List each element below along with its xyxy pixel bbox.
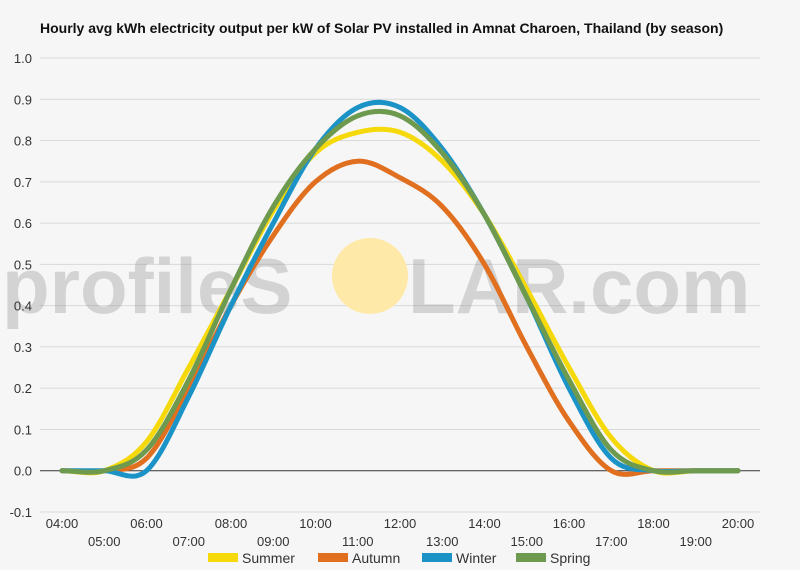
y-tick-label: 1.0 [14, 51, 32, 66]
x-tick-label: 16:00 [553, 516, 586, 531]
legend-swatch-winter [422, 553, 452, 562]
y-tick-label: 0.1 [14, 422, 32, 437]
watermark: profileS LAR.com [2, 238, 750, 330]
y-tick-label: 0.7 [14, 175, 32, 190]
x-tick-label: 15:00 [510, 534, 543, 549]
legend-label-spring: Spring [550, 550, 590, 566]
y-tick-label: 0.9 [14, 92, 32, 107]
x-tick-label: 19:00 [679, 534, 712, 549]
watermark-right-text: LAR.com [408, 242, 750, 330]
y-tick-label: 0.8 [14, 134, 32, 149]
series-line-summer [59, 126, 741, 476]
y-tick-label: 0.5 [14, 257, 32, 272]
y-axis-ticks: -0.1 0.0 0.1 0.2 0.3 0.4 0.5 0.6 0.7 0.8 0.9 1.0 [10, 51, 32, 520]
legend-label-autumn: Autumn [352, 550, 400, 566]
series-lines [59, 99, 741, 479]
series-line-spring [59, 108, 741, 475]
y-tick-label: 0.2 [14, 381, 32, 396]
x-tick-label: 12:00 [384, 516, 417, 531]
x-tick-label: 08:00 [215, 516, 248, 531]
x-tick-label: 05:00 [88, 534, 121, 549]
series-line-winter [59, 99, 741, 479]
chart-title: Hourly avg kWh electricity output per kW… [40, 20, 723, 36]
y-tick-label: -0.1 [10, 505, 32, 520]
legend-swatch-spring [516, 553, 546, 562]
series-line-autumn [59, 158, 741, 477]
legend-label-summer: Summer [242, 550, 295, 566]
x-tick-label: 06:00 [130, 516, 163, 531]
x-tick-label: 11:00 [342, 534, 374, 549]
legend-swatch-summer [208, 553, 238, 562]
x-tick-label: 14:00 [468, 516, 501, 531]
x-tick-label: 18:00 [637, 516, 670, 531]
legend-swatch-autumn [318, 553, 348, 562]
x-axis-ticks: 04:00 06:00 08:00 10:00 12:00 14:00 16:00 18:00… [46, 516, 755, 549]
x-tick-label: 10:00 [299, 516, 332, 531]
watermark-sun-icon [332, 238, 408, 314]
y-tick-label: 0.6 [14, 216, 32, 231]
legend: Summer Autumn Winter Spring [208, 550, 590, 566]
y-tick-label: 0.3 [14, 340, 32, 355]
x-tick-label: 20:00 [722, 516, 755, 531]
x-tick-label: 07:00 [172, 534, 205, 549]
x-tick-label: 13:00 [426, 534, 459, 549]
x-tick-label: 09:00 [257, 534, 290, 549]
legend-label-winter: Winter [456, 550, 497, 566]
y-tick-label: 0.4 [14, 299, 32, 314]
x-tick-label: 17:00 [595, 534, 628, 549]
x-tick-label: 04:00 [46, 516, 79, 531]
y-tick-label: 0.0 [14, 464, 32, 479]
